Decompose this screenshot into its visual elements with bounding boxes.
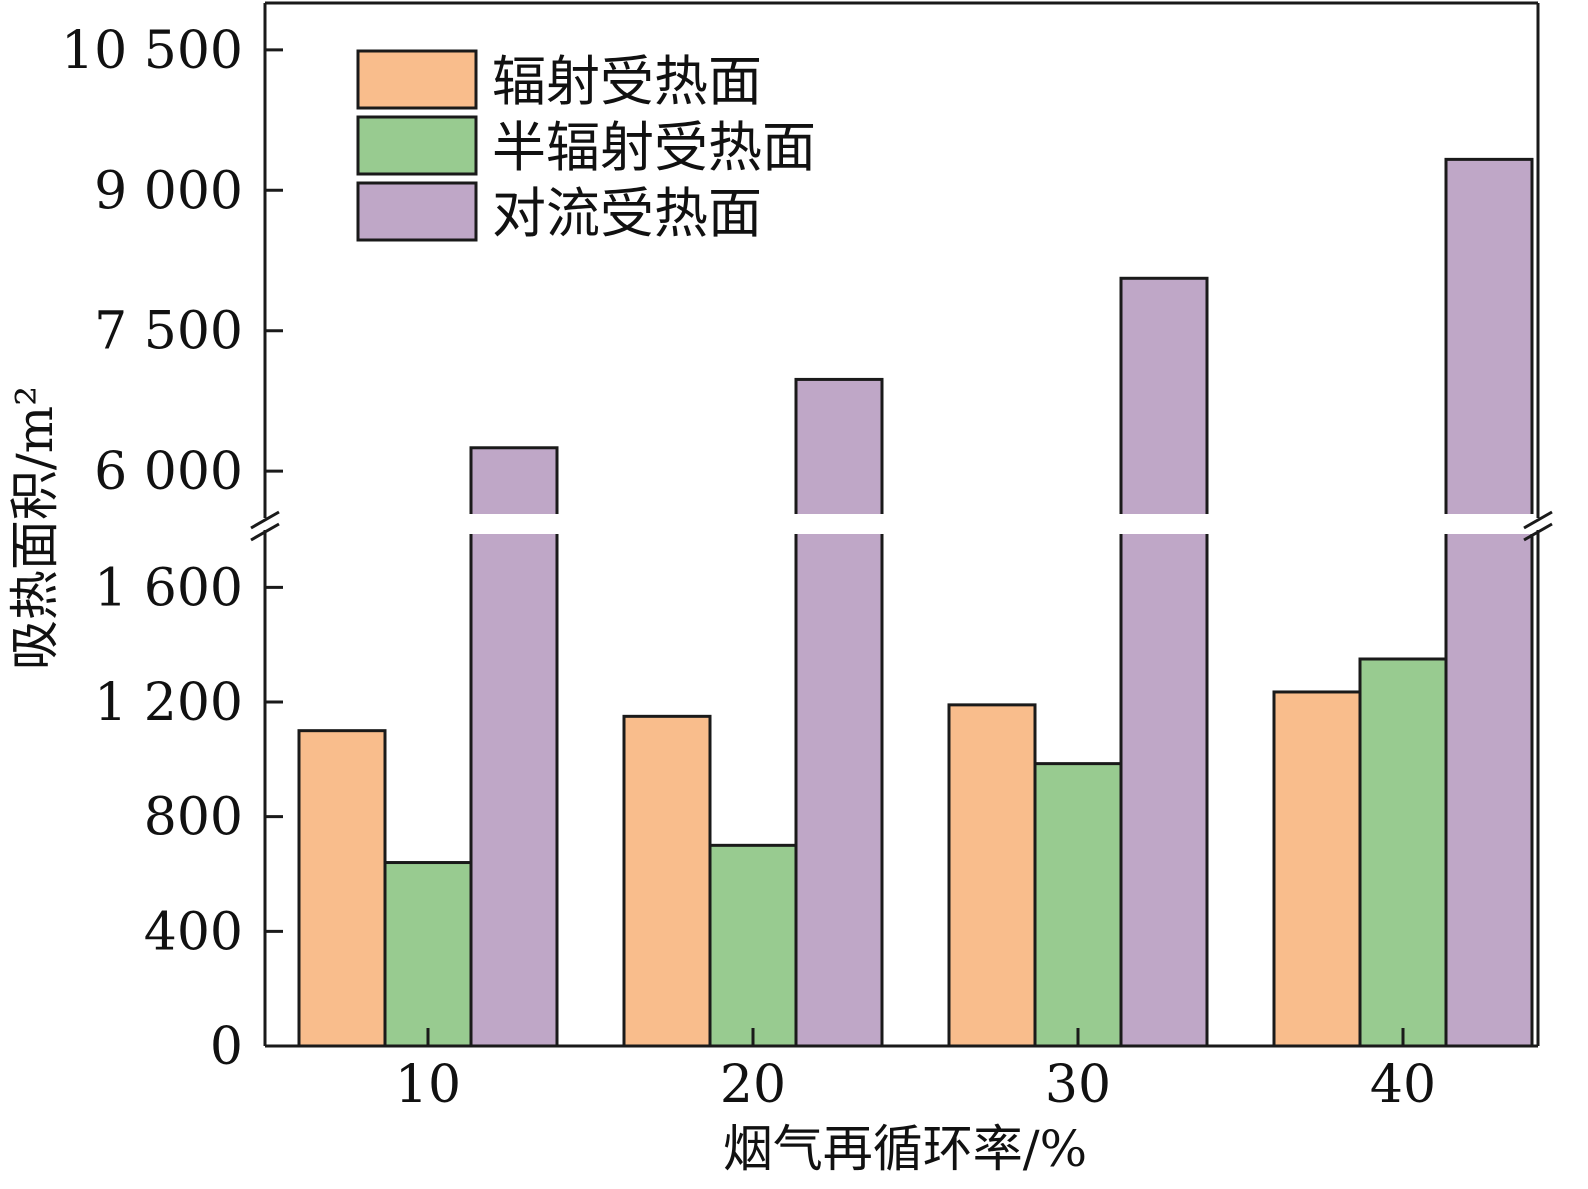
bar-20-series-3 [794, 377, 884, 1048]
bar-20-series-2 [708, 843, 798, 1048]
y-tick-label-lower-1200: 1 200 [94, 673, 243, 733]
legend-swatch-3 [356, 181, 478, 242]
break-mark-right-upper [1523, 510, 1553, 530]
bar-40-series-1 [1272, 690, 1362, 1048]
x-tick-label-20: 20 [720, 1055, 786, 1115]
bar-30-series-2 [1033, 762, 1123, 1048]
x-tick-label-30: 30 [1045, 1055, 1111, 1115]
legend-label-2: 半辐射受热面 [492, 116, 816, 179]
bar-40-series-2 [1358, 657, 1448, 1048]
axes-layer [250, 1, 1553, 1048]
y-tick-label-lower-800: 800 [144, 788, 243, 848]
legend-swatch-2 [356, 115, 478, 176]
y-tick-label-lower-0: 0 [210, 1017, 243, 1077]
y-tick-label-lower-1600: 1 600 [94, 558, 243, 618]
x-tick-label-40: 40 [1370, 1055, 1436, 1115]
legend-label-3: 对流受热面 [492, 182, 762, 245]
axis-break-gap [263, 514, 1540, 534]
bar-10-series-1 [297, 729, 387, 1048]
y-tick-label-upper-9000: 9 000 [94, 161, 243, 221]
bar-10-series-2 [383, 861, 473, 1048]
break-mark-right-lower [1523, 522, 1553, 542]
y-tick-label-upper-7500: 7 500 [94, 302, 243, 362]
y-tick-label-upper-10500: 10 500 [61, 21, 243, 81]
legend-label-1: 辐射受热面 [492, 50, 762, 113]
y-tick-label-lower-400: 400 [144, 902, 243, 962]
bar-30-series-3 [1119, 276, 1209, 1048]
break-mark-left-lower [250, 522, 280, 542]
y-tick-label-upper-6000: 6 000 [94, 442, 243, 502]
bar-30-series-1 [947, 703, 1037, 1048]
bar-40-series-3 [1444, 157, 1534, 1048]
x-tick-label-10: 10 [395, 1055, 461, 1115]
x-axis-title: 烟气再循环率/% [723, 1120, 1087, 1178]
bar-20-series-1 [622, 714, 712, 1048]
y-axis-title: 吸热面积/m² [6, 386, 64, 670]
bar-10-series-3 [469, 446, 559, 1048]
bars-layer [297, 157, 1534, 1048]
break-mark-left-upper [250, 510, 280, 530]
legend-swatch-1 [356, 49, 478, 110]
axis-break-band [263, 514, 1540, 534]
